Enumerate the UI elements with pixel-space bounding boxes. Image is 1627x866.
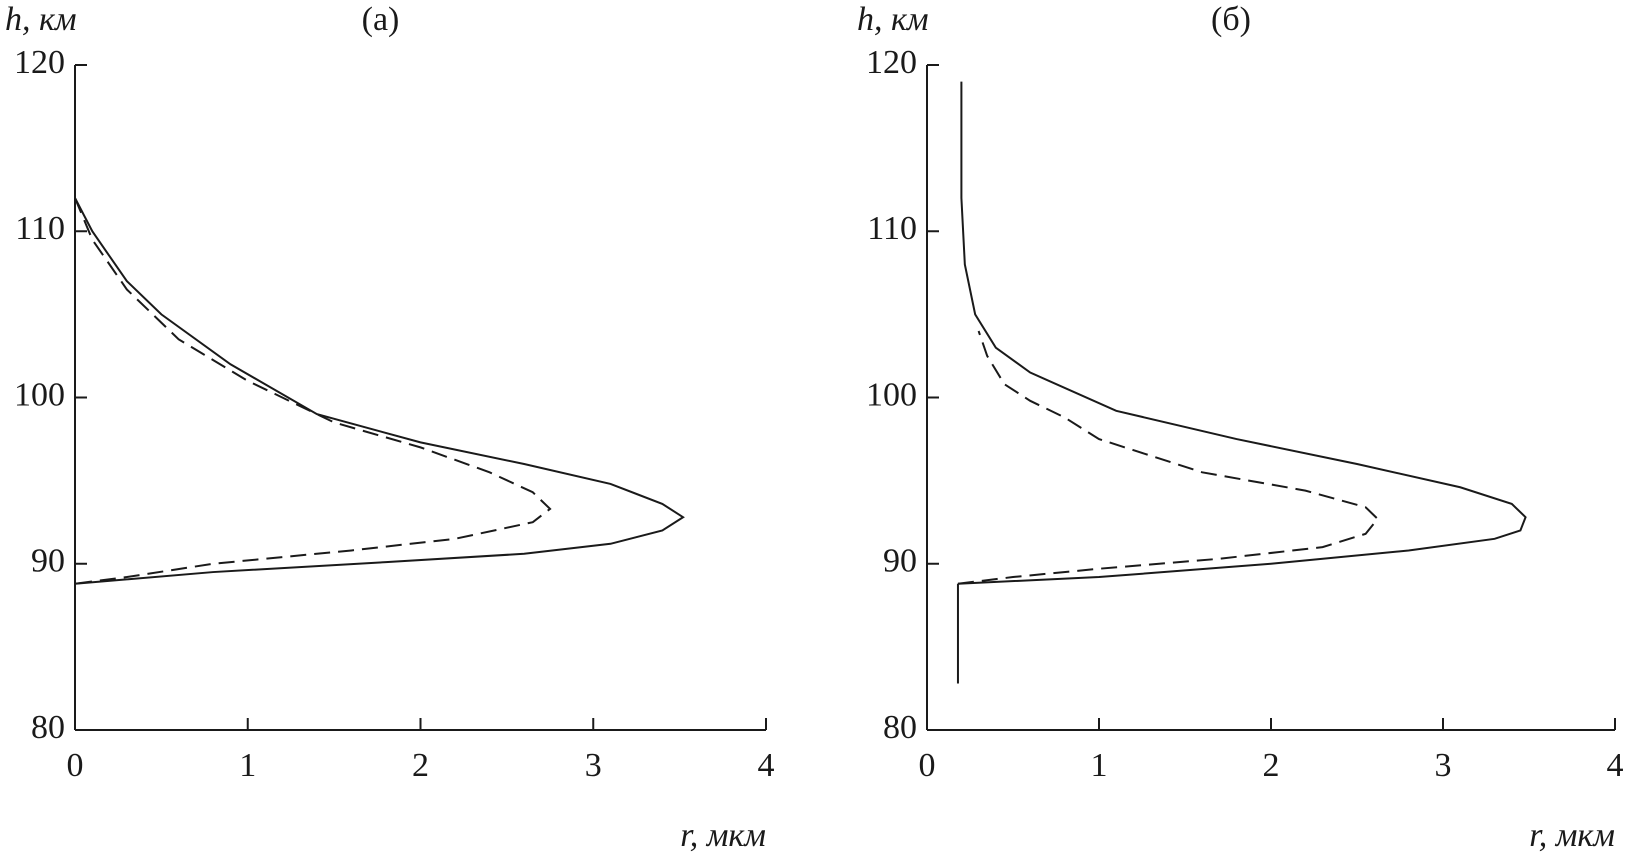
curve xyxy=(74,197,552,585)
x-axis-label: r, мкм xyxy=(1529,817,1615,854)
chart-title: (б) xyxy=(1211,1,1251,38)
x-tick-label: 2 xyxy=(412,747,429,784)
x-tick-label: 0 xyxy=(919,747,936,784)
y-tick-label: 110 xyxy=(867,210,917,247)
curve xyxy=(957,81,1527,585)
x-tick-label: 0 xyxy=(67,747,84,784)
y-tick-label: 80 xyxy=(31,709,65,746)
x-axis-label: r, мкм xyxy=(680,817,766,854)
y-tick-label: 120 xyxy=(14,44,65,81)
y-tick-label: 100 xyxy=(866,376,917,413)
y-axis-label: h, км xyxy=(857,1,929,38)
y-tick-label: 100 xyxy=(14,376,65,413)
x-tick-label: 4 xyxy=(758,747,775,784)
curve xyxy=(957,330,1379,585)
y-tick-label: 80 xyxy=(883,709,917,746)
y-tick-label: 110 xyxy=(15,210,65,247)
x-tick-label: 1 xyxy=(1091,747,1108,784)
chart-title: (а) xyxy=(362,1,400,38)
x-tick-label: 3 xyxy=(585,747,602,784)
x-tick-label: 2 xyxy=(1263,747,1280,784)
x-tick-label: 4 xyxy=(1607,747,1624,784)
x-tick-label: 1 xyxy=(239,747,256,784)
y-tick-label: 120 xyxy=(866,44,917,81)
y-tick-label: 90 xyxy=(31,543,65,580)
x-tick-label: 3 xyxy=(1435,747,1452,784)
curve xyxy=(74,197,685,585)
y-tick-label: 90 xyxy=(883,543,917,580)
y-axis-label: h, км xyxy=(5,1,77,38)
